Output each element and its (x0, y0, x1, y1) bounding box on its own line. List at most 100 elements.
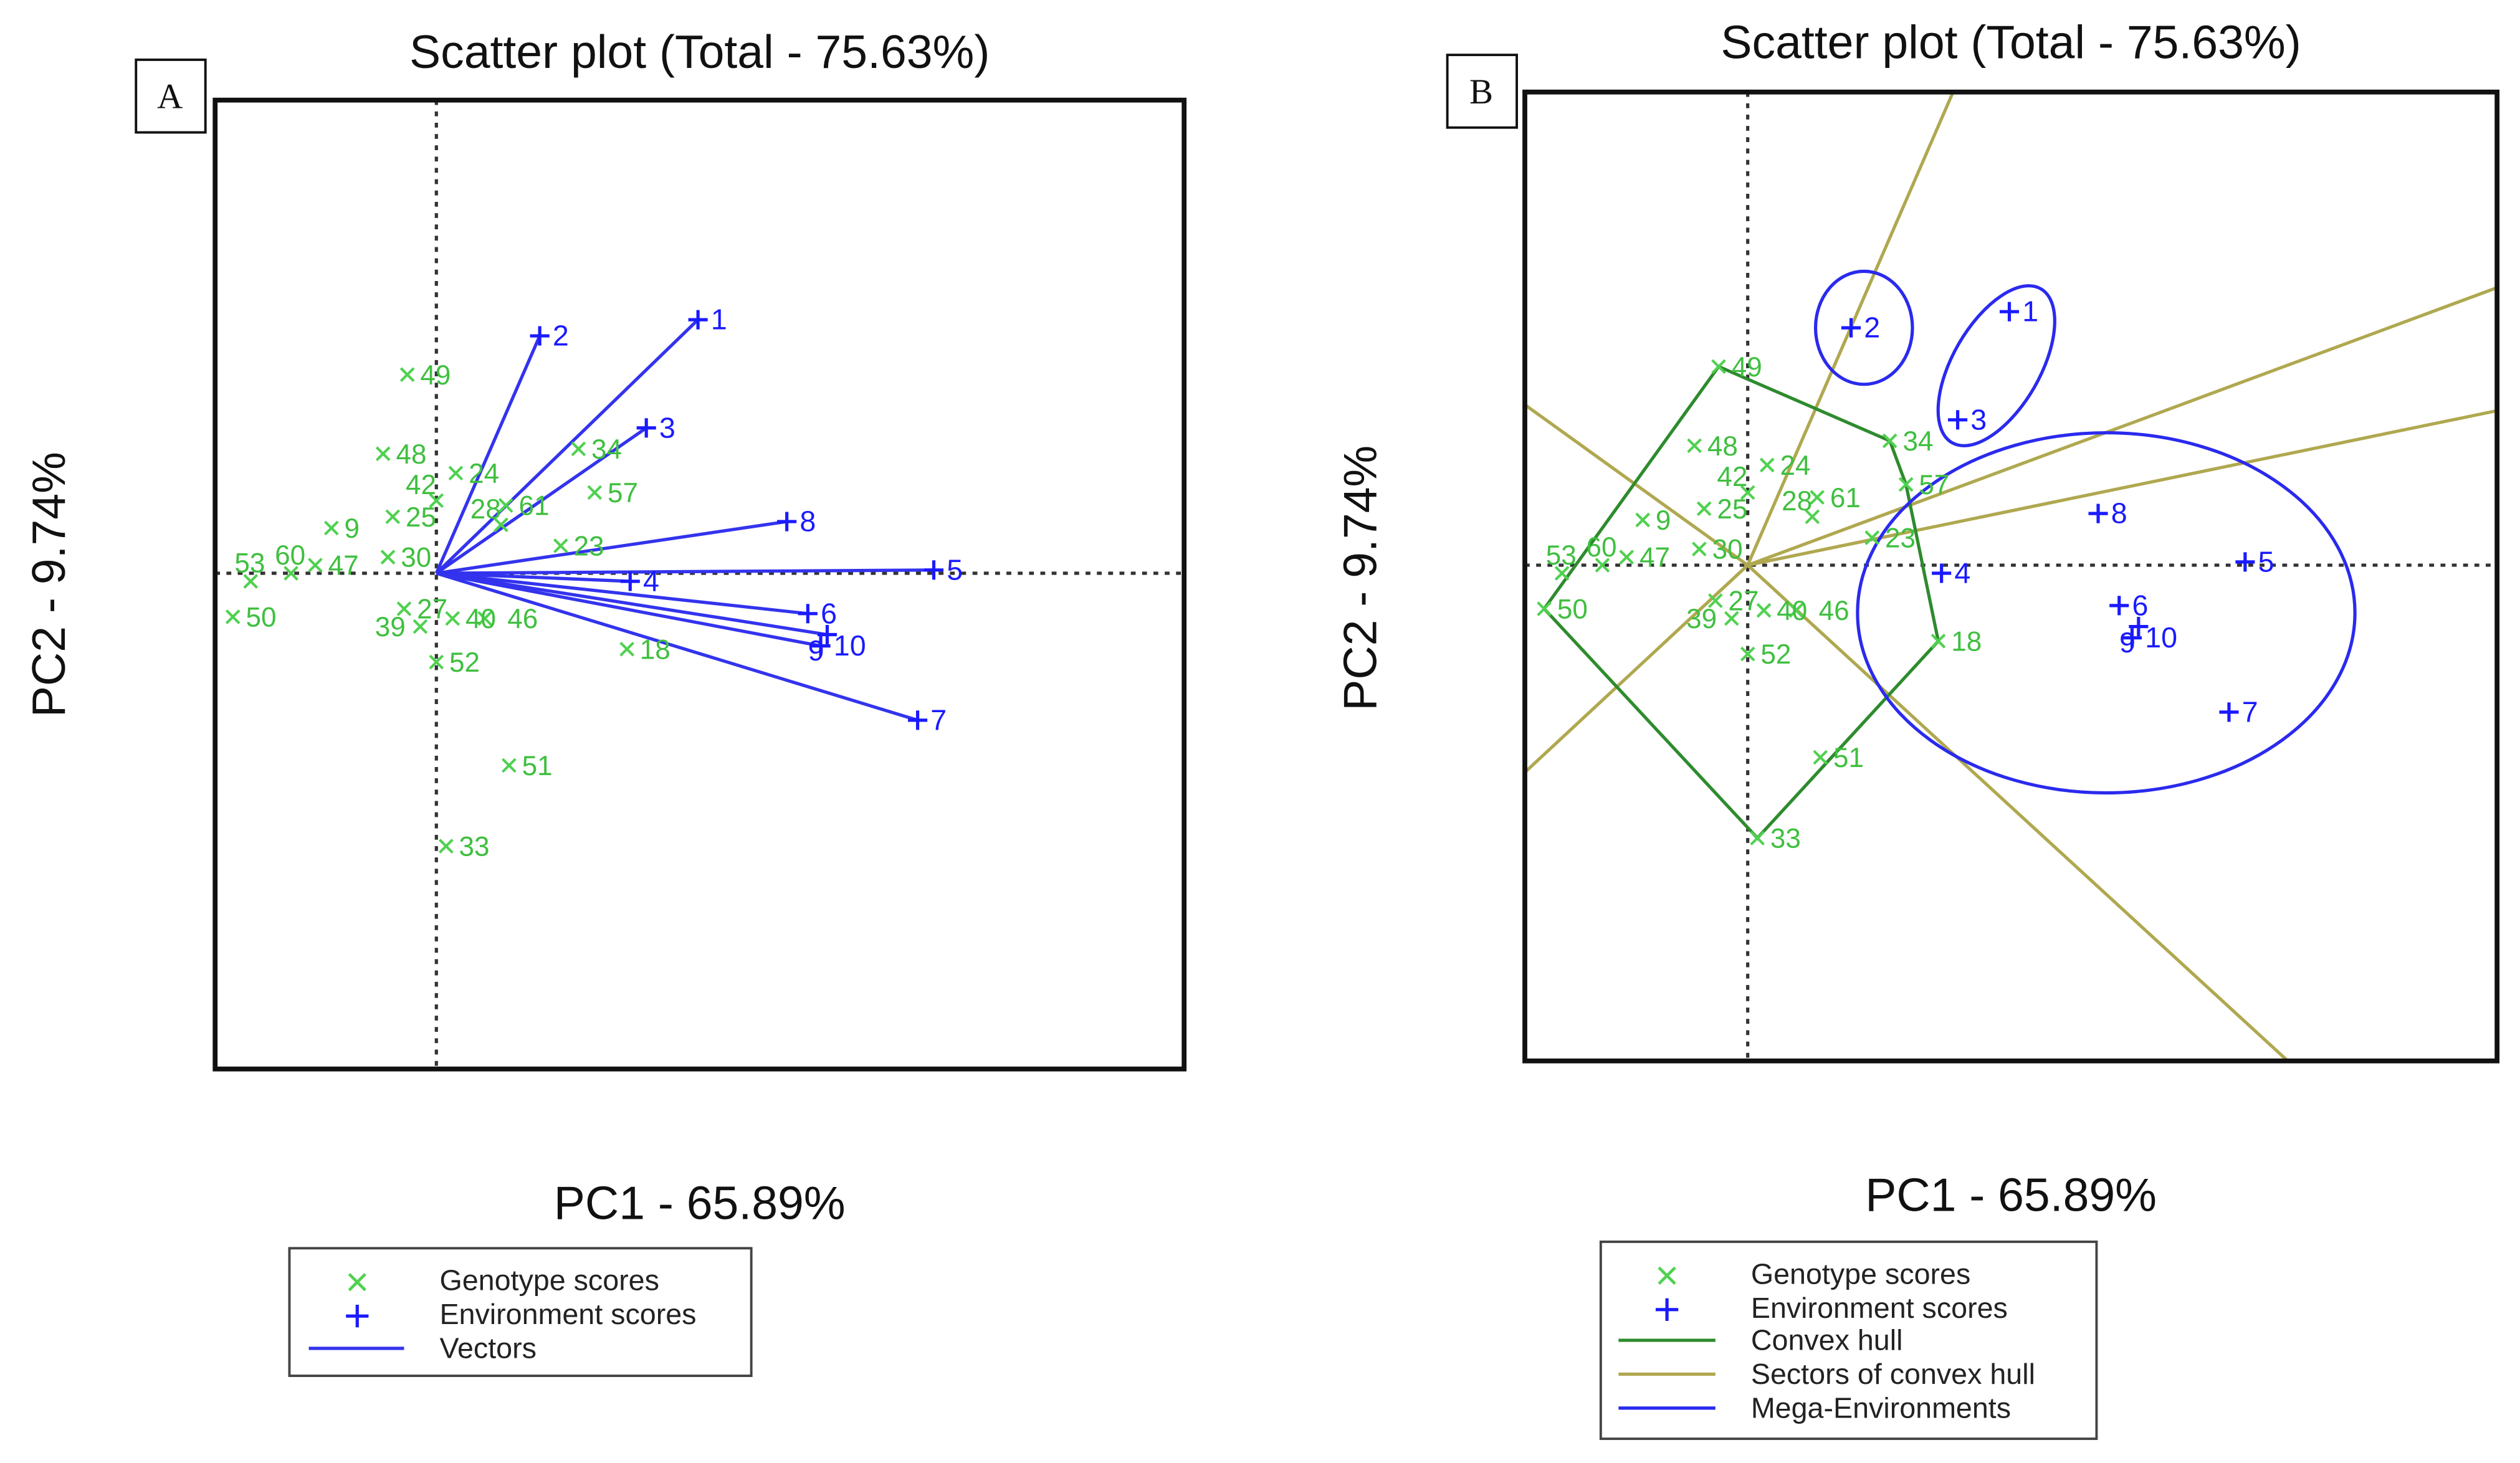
genotype-label: 39 (1686, 604, 1717, 634)
genotype-marker (553, 538, 568, 553)
environment-label: 9 (2119, 626, 2136, 659)
genotype-marker (1711, 359, 1726, 374)
genotype-marker-b (396, 601, 412, 616)
genotype-marker-b (1750, 831, 1765, 846)
mega-environment-ellipse (1813, 269, 1914, 386)
genotype-label: 52 (1760, 639, 1791, 670)
panel-b: B Scatter plot (Total - 75.63%) PC2 - 9.… (1334, 16, 2500, 1441)
environment-marker (688, 310, 708, 330)
vector-line (435, 426, 647, 575)
genotype-marker (429, 654, 444, 670)
genotype-label: 42 (1717, 462, 1747, 492)
chart-title: Scatter plot (Total - 75.63%) (409, 26, 990, 78)
genotype-label: 48 (1707, 431, 1738, 462)
genotype-marker (1687, 438, 1702, 454)
environment-label: 10 (2145, 621, 2177, 654)
genotype-marker (284, 566, 298, 581)
genotype-label: 18 (1951, 626, 1982, 657)
genotype-marker (1750, 831, 1765, 846)
environment-label: 8 (799, 505, 816, 538)
genotype-marker-b (1619, 550, 1635, 565)
legend-genotype-marker (1658, 1266, 1676, 1285)
legend-label: Environment scores (1751, 1292, 2008, 1324)
genotype-marker-b (413, 619, 428, 634)
chart-title: Scatter plot (Total - 75.63%) (1721, 16, 2301, 68)
y-axis-label: PC2 - 9.74% (22, 452, 75, 717)
genotype-marker (308, 558, 323, 573)
sector-line (1746, 564, 2289, 1062)
panel-a: A Scatter plot (Total - 75.63%) PC2 - 9.… (22, 26, 1187, 1377)
genotype-marker (477, 611, 492, 626)
genotype-marker (448, 465, 464, 481)
genotype-marker-b (1898, 477, 1914, 492)
genotype-marker (1805, 509, 1820, 525)
genotype-marker-b (445, 611, 461, 626)
environment-label: 1 (2022, 295, 2038, 328)
legend-label: Genotype scores (1751, 1257, 1970, 1290)
genotype-marker (243, 574, 259, 589)
environment-label: 7 (2242, 695, 2258, 728)
genotype-marker-b (1554, 566, 1570, 581)
genotype-marker-b (375, 446, 391, 462)
genotype-marker (1898, 477, 1914, 492)
genotype-marker (1554, 566, 1570, 581)
environment-label: 3 (659, 411, 675, 444)
genotype-marker-b (1810, 490, 1825, 505)
genotype-label: 30 (1712, 535, 1743, 565)
genotype-label: 50 (246, 603, 276, 633)
genotype-label: 57 (1919, 470, 1949, 500)
environment-marker (1999, 302, 2020, 322)
genotype-marker (323, 520, 339, 536)
vector-line (434, 335, 542, 574)
y-axis-label: PC2 - 9.74% (1334, 446, 1386, 711)
genotype-marker-b (477, 611, 492, 626)
genotype-label: 28 (1782, 486, 1812, 517)
environment-marker (811, 636, 831, 656)
genotype-marker-b (380, 550, 396, 565)
panel-tag-box (135, 58, 207, 134)
genotype-marker-b (587, 485, 603, 500)
environment-marker (2129, 616, 2149, 637)
legend-label: Genotype scores (439, 1264, 659, 1297)
genotype-marker-b (284, 566, 298, 581)
environment-marker (2122, 628, 2142, 648)
genotype-marker-b (429, 654, 444, 670)
genotype-label: 34 (591, 434, 622, 465)
environment-label: 10 (834, 629, 866, 662)
genotype-marker (1595, 558, 1610, 573)
genotype-marker (1931, 634, 1946, 649)
genotype-label: 25 (1717, 494, 1747, 525)
genotype-marker (385, 509, 401, 525)
genotype-label: 40 (465, 604, 496, 634)
genotype-marker (1864, 530, 1880, 545)
genotype-marker (502, 758, 517, 773)
environment-label: 4 (1954, 557, 1970, 589)
legend-label: Vectors (439, 1332, 537, 1365)
legend: Genotype scores Environment scores Conve… (1599, 1241, 2098, 1441)
genotype-label: 50 (1557, 594, 1588, 625)
genotype-marker (1882, 433, 1897, 449)
genotype-label: 46 (1819, 596, 1849, 626)
genotype-marker-b (429, 493, 444, 508)
environment-marker (2219, 702, 2239, 722)
genotype-marker-b (1740, 485, 1755, 500)
genotype-marker-b (571, 441, 586, 457)
plot-frame (1522, 89, 2500, 1064)
genotype-marker (1696, 501, 1712, 517)
mega-environment-ellipse (1856, 431, 2357, 795)
genotype-label: 60 (275, 540, 305, 571)
genotype-marker (1810, 490, 1825, 505)
genotype-label: 18 (640, 634, 671, 665)
genotype-marker (1813, 750, 1828, 765)
environment-marker (2109, 596, 2129, 616)
legend-label: Sectors of convex hull (1751, 1358, 2035, 1390)
genotype-marker-b (399, 367, 415, 383)
genotype-marker (396, 601, 412, 616)
genotype-label: 39 (375, 612, 406, 642)
genotype-marker (438, 839, 454, 854)
genotype-marker-b (448, 465, 464, 481)
legend-genotype-marker (348, 1273, 366, 1292)
genotype-label: 42 (406, 470, 436, 500)
genotype-label: 24 (1780, 450, 1810, 481)
genotype-label: 52 (449, 647, 480, 678)
